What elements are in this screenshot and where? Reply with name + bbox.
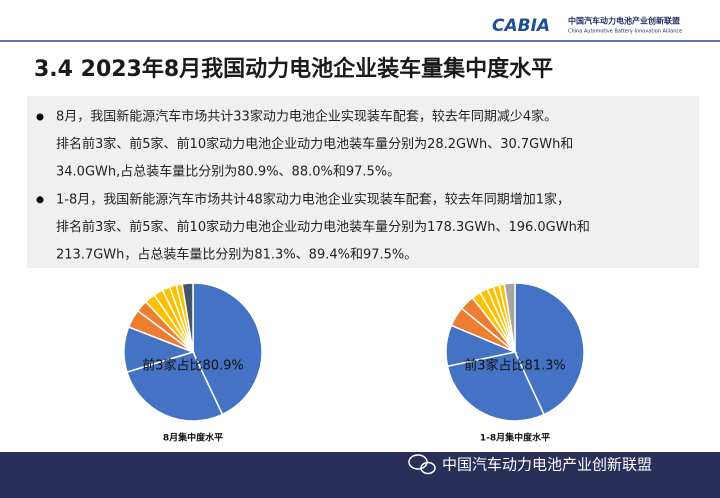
chart-title: 8月集中度水平 [163,432,223,444]
bullet-line: 8月，我国新能源汽车市场共计33家动力电池企业实现装车配套，较去年同期减少4家。 [56,109,557,125]
org-name: 中国汽车动力电池产业创新联盟 [568,16,680,26]
bullet-line: 1-8月，我国新能源汽车市场共计48家动力电池企业实现装车配套，较去年同期增加1… [56,191,570,207]
pie-slice [192,282,263,416]
footer-text: 中国汽车动力电池产业创新联盟 [442,456,652,474]
footer-band [0,452,720,498]
bullet-line: 213.7GWh，占总装车量比分别为81.3%、89.4%和97.5%。 [56,247,417,263]
wechat-icon [408,454,436,475]
pie-slice [446,351,545,422]
pie-annotation: 前3家占比81.3% [464,358,566,374]
slide-title: 3.4 2023年8月我国动力电池企业装车量集中度水平 [34,56,553,82]
pie-slice [514,282,585,416]
text-box [27,96,699,268]
bullet-line: 34.0GWh,占总装车量比分别为80.9%、88.0%和97.5%。 [56,164,400,180]
bullet-dot [36,196,44,204]
bullet-dot [36,113,44,121]
logo: CABIA [492,16,550,36]
org-name-en: China Automotive Battery Innovation Alli… [568,29,682,35]
bullet-line: 排名前3家、前5家、前10家动力电池企业动力电池装车量分别为178.3GWh、1… [56,219,590,235]
pie-slice [126,351,224,422]
pie-annotation: 前3家占比80.9% [142,358,244,374]
pie-slice [503,282,516,353]
bullet-line: 排名前3家、前5家、前10家动力电池企业动力电池装车量分别为28.2GWh、30… [56,136,573,152]
chart-title: 1-8月集中度水平 [480,432,550,444]
pie-slice [181,282,194,353]
